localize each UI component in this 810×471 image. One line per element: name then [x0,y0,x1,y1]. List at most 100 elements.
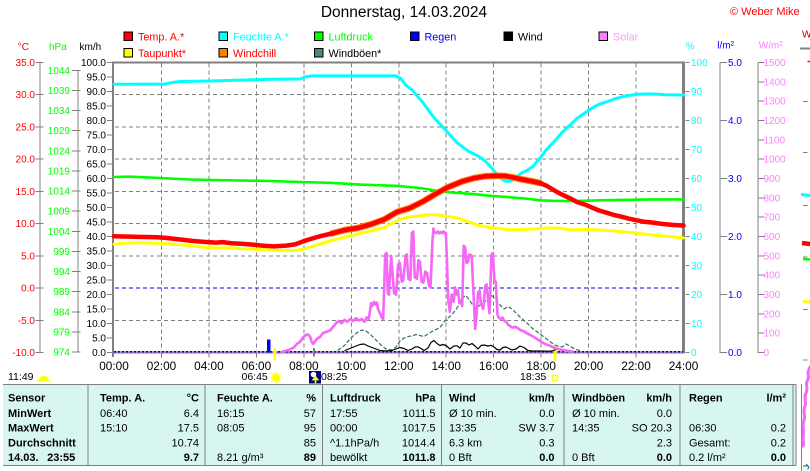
svg-text:0.0: 0.0 [21,284,35,295]
svg-text:20: 20 [691,290,703,301]
svg-text:100: 100 [691,58,708,69]
svg-text:08:00: 08:00 [289,359,319,373]
svg-text:500: 500 [764,251,781,262]
svg-text:0.0: 0.0 [539,408,554,420]
svg-text:55.0: 55.0 [87,189,107,200]
svg-text:17:55: 17:55 [330,408,358,420]
svg-text:00:00: 00:00 [99,359,129,373]
svg-text:© Weber Mike: © Weber Mike [730,6,800,18]
svg-text:Wind: Wind [449,393,476,405]
svg-text:22:00: 22:00 [621,359,651,373]
svg-text:30.0: 30.0 [87,261,107,272]
svg-text:-10.0: -10.0 [12,348,35,359]
svg-text:30: 30 [691,261,703,272]
svg-text:-5.0: -5.0 [18,316,36,327]
svg-text:Ø 10 min.: Ø 10 min. [449,408,497,420]
svg-text:Taupunkt*: Taupunkt* [138,48,187,60]
svg-text:1024: 1024 [48,146,71,157]
svg-text:Solar: Solar [613,32,639,44]
svg-text:800: 800 [764,193,781,204]
svg-text:15.0: 15.0 [87,305,107,316]
svg-text:bewölkt: bewölkt [330,452,367,464]
svg-text:25.0: 25.0 [87,276,107,287]
svg-text:20:00: 20:00 [574,359,604,373]
svg-text:W: W [802,30,810,41]
svg-text:57: 57 [304,408,316,420]
svg-text:60.0: 60.0 [87,174,107,185]
svg-text:17.5: 17.5 [178,423,199,435]
svg-text:0: 0 [691,348,697,359]
svg-text:06:00: 06:00 [242,359,272,373]
svg-text:0.0: 0.0 [657,408,672,420]
svg-text:50.0: 50.0 [87,203,107,214]
svg-text:08:25: 08:25 [321,371,347,383]
svg-text:MinWert: MinWert [8,408,52,420]
svg-text:35.0: 35.0 [87,247,107,258]
svg-text:00:00: 00:00 [330,423,358,435]
svg-text:999: 999 [53,247,70,258]
svg-text:35.0: 35.0 [16,58,36,69]
svg-text:Windböen*: Windböen* [329,48,383,60]
svg-text:0.0: 0.0 [539,452,554,464]
svg-text:1019: 1019 [48,166,71,177]
svg-text:1011.5: 1011.5 [403,408,436,420]
svg-text:10:00: 10:00 [337,359,367,373]
svg-text:hPa: hPa [415,393,436,405]
svg-text:Ø 10 min.: Ø 10 min. [572,408,620,420]
svg-text:50: 50 [691,203,703,214]
svg-text:2.0: 2.0 [728,232,742,243]
svg-text:40.0: 40.0 [87,232,107,243]
svg-text:984: 984 [53,307,70,318]
svg-text:14:35: 14:35 [572,423,600,435]
svg-text:0 Bft: 0 Bft [572,452,595,464]
svg-text:Gesamt:: Gesamt: [689,437,731,449]
svg-text:hPa: hPa [49,42,67,53]
svg-text:Donnerstag, 14.03.2024: Donnerstag, 14.03.2024 [321,4,488,21]
svg-text:16:15: 16:15 [217,408,245,420]
svg-text:0.0: 0.0 [657,452,672,464]
svg-text:25.0: 25.0 [16,122,36,133]
svg-text:24:00: 24:00 [669,359,699,373]
svg-text:1011.8: 1011.8 [402,452,435,464]
svg-text:85.0: 85.0 [87,102,107,113]
svg-text:45.0: 45.0 [87,218,107,229]
svg-text:°C: °C [187,393,199,405]
svg-text:75.0: 75.0 [87,131,107,142]
svg-text:%: % [306,393,316,405]
svg-text:02:00: 02:00 [147,359,177,373]
svg-text:18:35: 18:35 [520,371,546,383]
svg-text:Luftdruck: Luftdruck [329,32,374,44]
svg-text:40: 40 [691,232,703,243]
svg-text:SW 3.7: SW 3.7 [518,423,554,435]
svg-text:SO 20.3: SO 20.3 [632,423,672,435]
svg-text:06:40: 06:40 [100,408,128,420]
svg-text:1300: 1300 [764,97,787,108]
svg-text:08:05: 08:05 [217,423,245,435]
svg-text:30.0: 30.0 [16,90,36,101]
svg-text:200: 200 [764,309,781,320]
svg-text:700: 700 [764,213,781,224]
svg-text:95: 95 [304,423,316,435]
svg-text:20.0: 20.0 [16,155,36,166]
svg-text:600: 600 [764,232,781,243]
svg-text:3.0: 3.0 [728,174,742,185]
svg-text:994: 994 [53,267,70,278]
svg-text:900: 900 [764,174,781,185]
svg-text:0.0: 0.0 [771,452,786,464]
svg-text:0.2: 0.2 [771,437,786,449]
svg-text:1014.4: 1014.4 [402,437,436,449]
svg-text:%: % [686,42,695,53]
svg-text:11:49: 11:49 [8,371,34,383]
svg-text:20.0: 20.0 [87,290,107,301]
svg-text:8.21 g/m³: 8.21 g/m³ [217,452,264,464]
svg-text:80: 80 [691,116,703,127]
svg-text:1029: 1029 [48,126,71,137]
svg-text:15:10: 15:10 [100,423,128,435]
svg-text:18:00: 18:00 [526,359,556,373]
svg-text:1034: 1034 [48,106,71,117]
svg-text:90: 90 [691,87,703,98]
svg-text:6.4: 6.4 [184,408,199,420]
svg-text:100: 100 [764,329,781,340]
svg-text:0.2: 0.2 [771,423,786,435]
svg-text:Temp. A.: Temp. A. [100,393,145,405]
